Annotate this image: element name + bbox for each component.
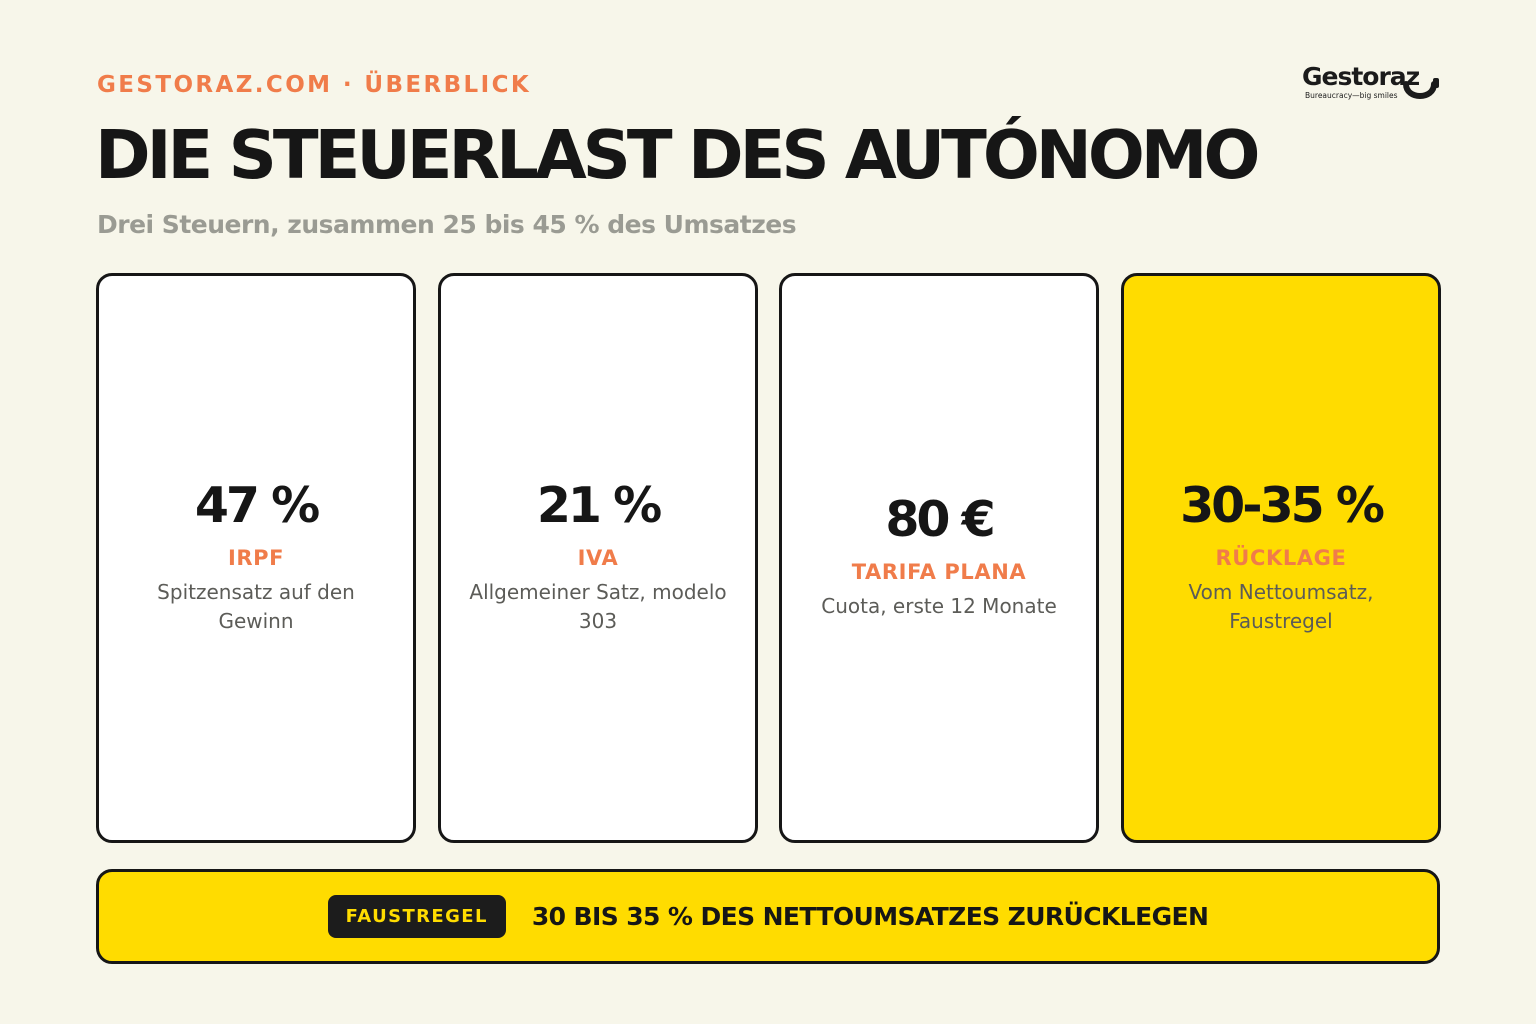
card-value: 30-35 % — [1180, 476, 1385, 534]
card-value: 47 % — [194, 476, 320, 534]
rule-of-thumb-banner: FAUSTREGEL 30 BIS 35 % DES NETTOUMSATZES… — [96, 869, 1440, 964]
gestoraz-logo: Gestoraz Bureaucracy—big smiles — [1300, 62, 1444, 106]
card-description: Allgemeiner Satz, modelo 303 — [469, 579, 727, 633]
eyebrow-label: GESTORAZ.COM · ÜBERBLICK — [97, 72, 532, 98]
tax-cards: 47 % IRPF Spitzensatz auf den Gewinn 21 … — [96, 273, 1441, 843]
smile-icon — [1403, 78, 1439, 99]
logo-tagline: Bureaucracy—big smiles — [1305, 91, 1398, 100]
card-iva: 21 % IVA Allgemeiner Satz, modelo 303 — [438, 273, 758, 843]
card-ruecklage: 30-35 % RÜCKLAGE Vom Nettoumsatz, Faustr… — [1121, 273, 1441, 843]
card-tarifa-plana: 80 € TARIFA PLANA Cuota, erste 12 Monate — [779, 273, 1099, 843]
card-irpf: 47 % IRPF Spitzensatz auf den Gewinn — [96, 273, 416, 843]
page-title: DIE STEUERLAST DES AUTÓNOMO — [95, 116, 1260, 194]
card-label: IVA — [577, 545, 619, 570]
card-label: IRPF — [227, 545, 285, 570]
rule-badge: FAUSTREGEL — [327, 895, 506, 938]
card-description: Vom Nettoumsatz, Faustregel — [1188, 579, 1374, 633]
card-label: RÜCKLAGE — [1215, 545, 1347, 570]
rule-text: 30 BIS 35 % DES NETTOUMSATZES ZURÜCKLEGE… — [531, 902, 1209, 931]
card-description: Spitzensatz auf den Gewinn — [157, 579, 355, 633]
card-description: Cuota, erste 12 Monate — [821, 594, 1057, 618]
page-subtitle: Drei Steuern, zusammen 25 bis 45 % des U… — [97, 210, 797, 239]
card-value: 21 % — [536, 476, 662, 534]
logo-wordmark: Gestoraz — [1302, 62, 1420, 91]
card-label: TARIFA PLANA — [851, 560, 1027, 584]
card-value: 80 € — [885, 491, 995, 548]
